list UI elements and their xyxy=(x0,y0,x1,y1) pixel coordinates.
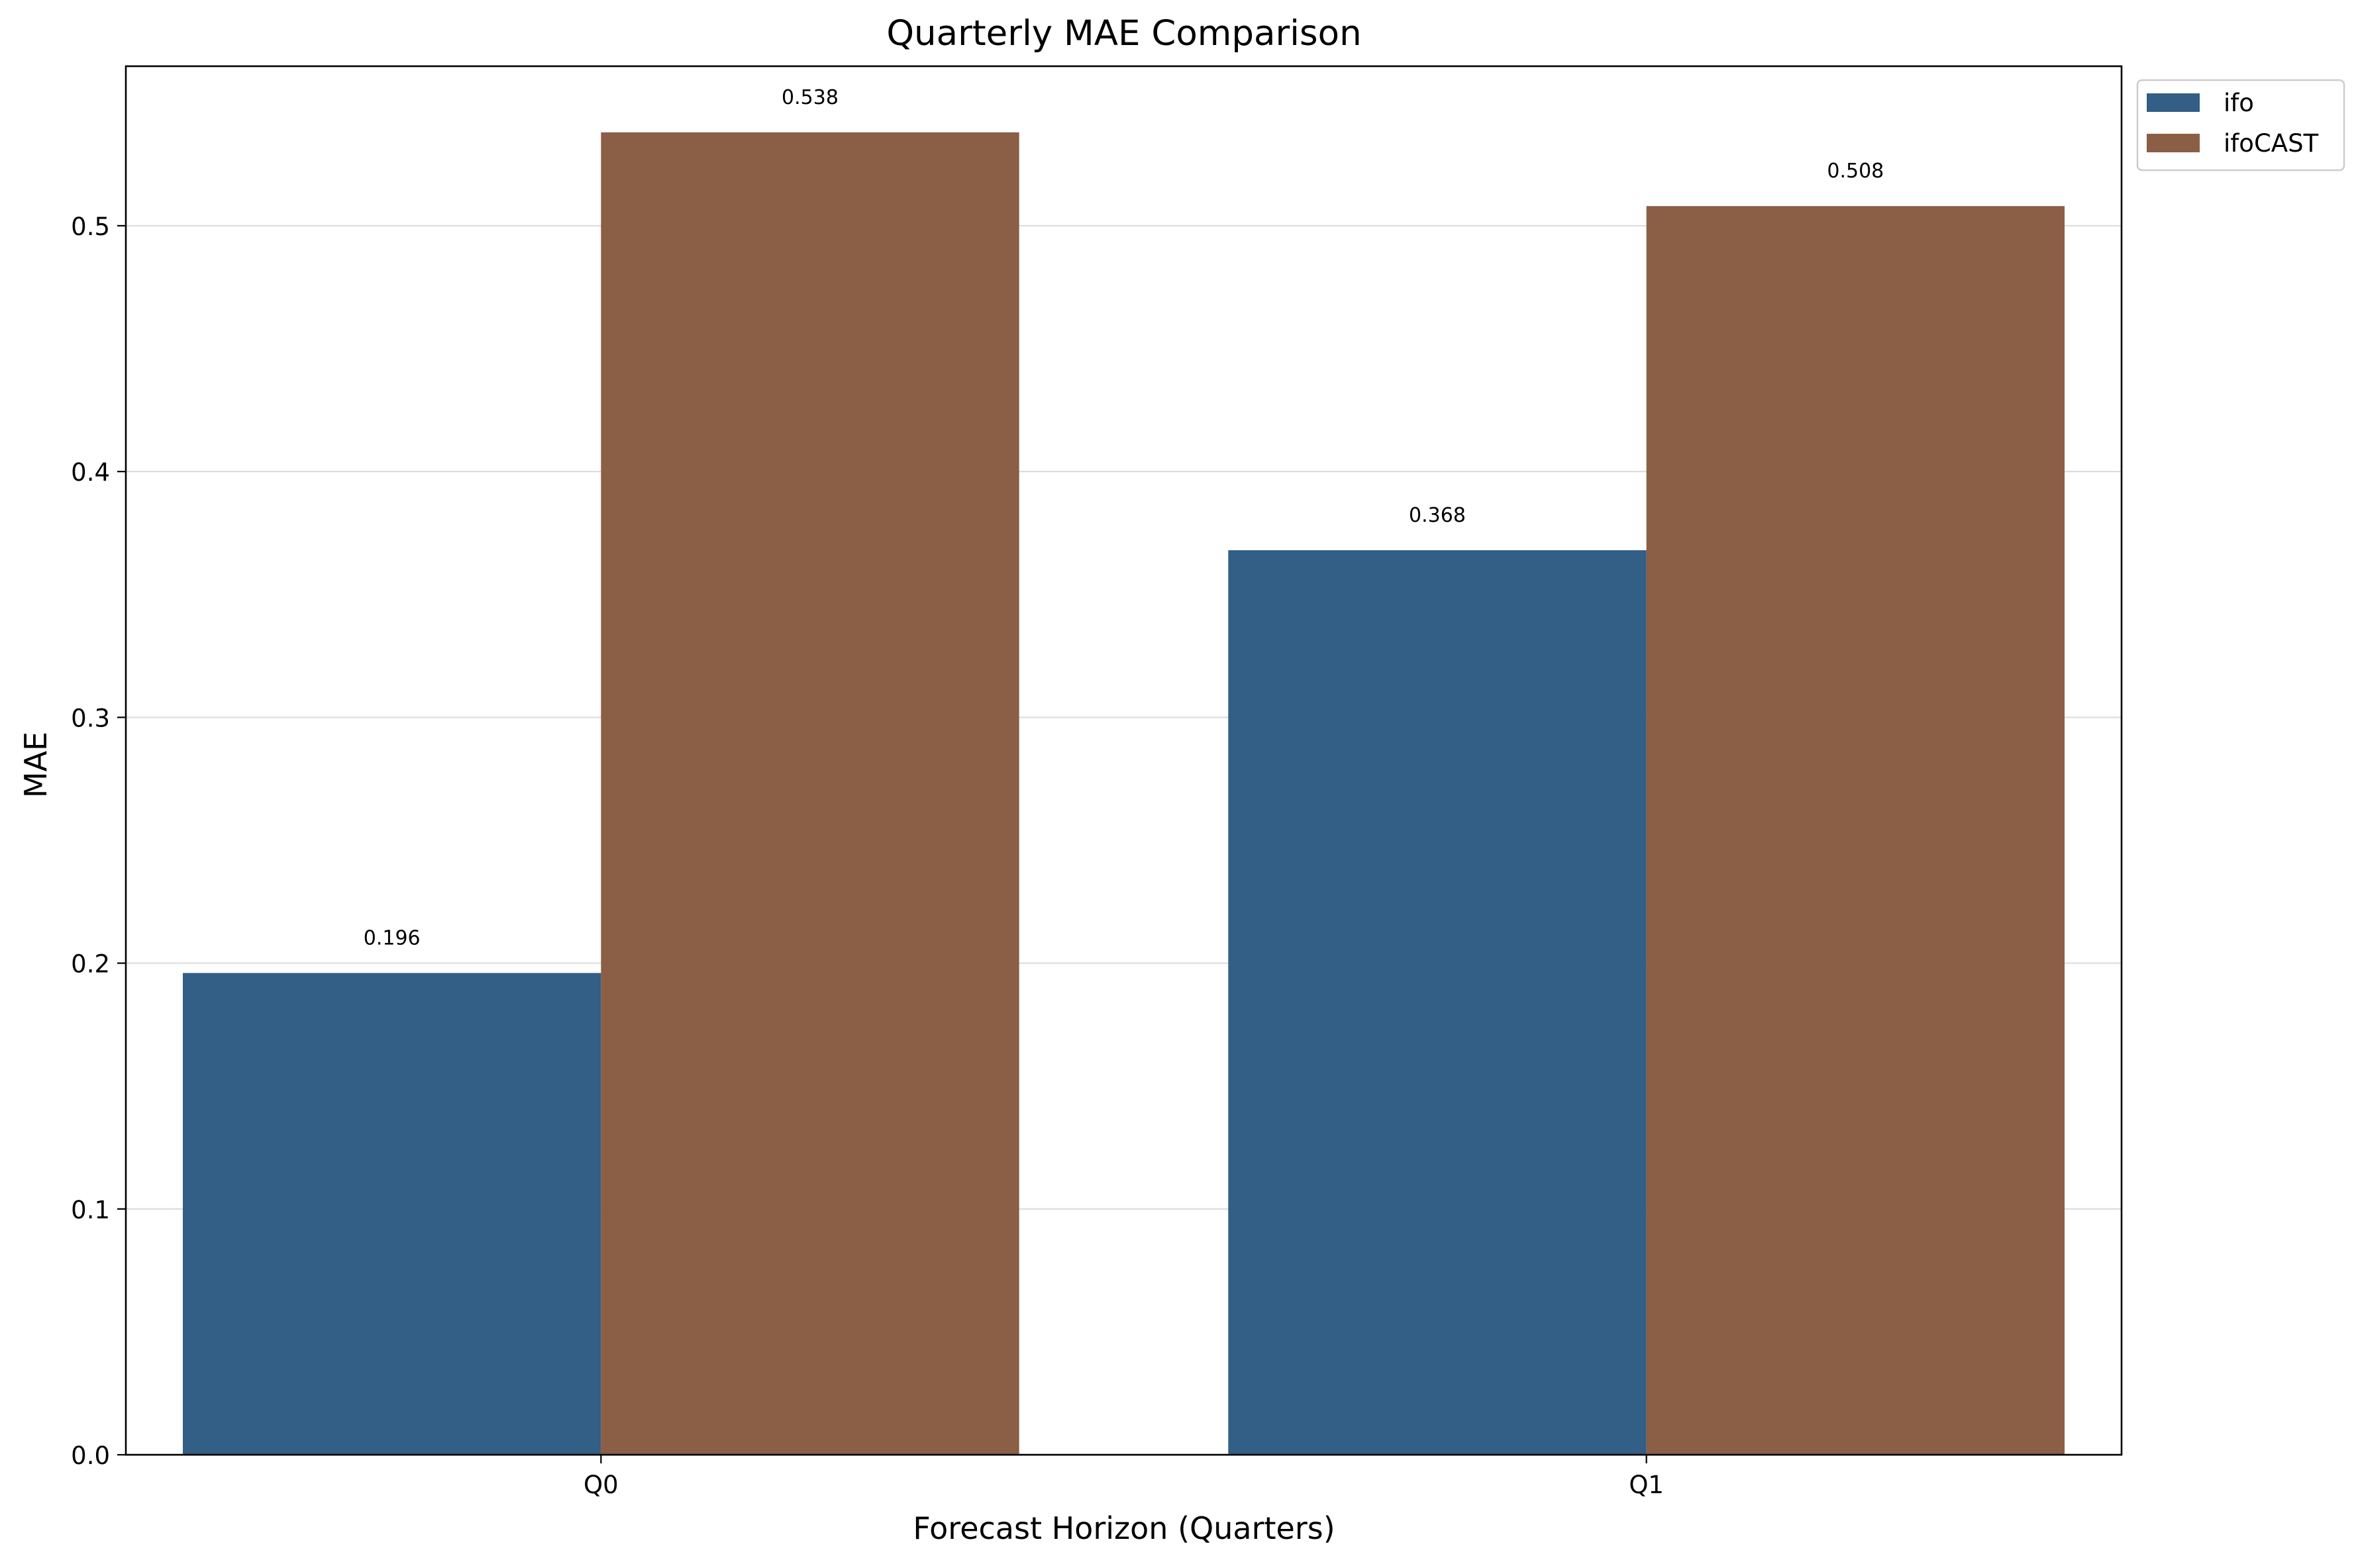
y-tick-label: 0.5 xyxy=(71,213,110,241)
bar-value-label: 0.538 xyxy=(782,86,839,109)
legend: ifo ifoCAST xyxy=(2136,79,2345,172)
legend-swatch-ifo xyxy=(2147,93,2200,112)
x-axis-label: Forecast Horizon (Quarters) xyxy=(913,1510,1335,1546)
bar-value-labels: 0.196 0.368 0.538 0.508 xyxy=(364,86,1884,950)
y-axis-ticks: 0.0 0.1 0.2 0.3 0.4 0.5 xyxy=(71,213,126,1470)
bar-ifo-q0 xyxy=(183,973,601,1455)
bar-value-label: 0.196 xyxy=(364,926,421,950)
bars xyxy=(183,132,2065,1455)
plot-frame xyxy=(125,65,2123,1456)
legend-swatch-ifocast xyxy=(2147,134,2200,152)
bar-ifo-q1 xyxy=(1228,550,1647,1455)
x-tick-label: Q0 xyxy=(584,1471,619,1499)
legend-label-ifo: ifo xyxy=(2224,89,2254,117)
bar-value-label: 0.368 xyxy=(1409,504,1466,527)
legend-label-ifocast: ifoCAST xyxy=(2224,129,2319,158)
y-tick-label: 0.4 xyxy=(71,458,110,487)
bar-ifocast-q1 xyxy=(1646,206,2065,1455)
chart-title: Quarterly MAE Comparison xyxy=(886,13,1361,54)
y-tick-label: 0.2 xyxy=(71,950,110,979)
y-tick-label: 0.0 xyxy=(71,1442,110,1470)
bar-value-label: 0.508 xyxy=(1827,160,1884,183)
x-tick-label: Q1 xyxy=(1629,1471,1664,1499)
bar-ifocast-q0 xyxy=(601,132,1019,1455)
x-axis-ticks: Q0 Q1 xyxy=(584,1455,1664,1499)
y-tick-label: 0.3 xyxy=(71,704,110,732)
y-axis-label: MAE xyxy=(18,732,54,798)
y-tick-label: 0.1 xyxy=(71,1196,110,1224)
